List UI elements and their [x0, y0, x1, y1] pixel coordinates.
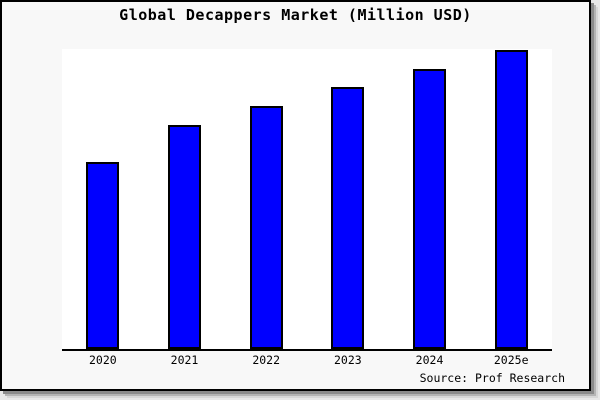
x-tick-label-2024: 2024: [415, 353, 444, 367]
bar-2024: [413, 69, 447, 349]
bar-2021: [168, 125, 201, 349]
x-axis-labels: 2020 2021 2022 2023 2024 2025e: [62, 353, 552, 367]
x-tick-label-2022: 2022: [252, 353, 281, 367]
chart-title: Global Decappers Market (Million USD): [119, 6, 472, 24]
bar-2022: [249, 106, 283, 349]
x-tick-label-2023: 2023: [334, 353, 362, 367]
source-caption: Source: Prof Research: [419, 371, 565, 385]
bar-slot-2024: [389, 49, 471, 349]
x-tick-label-2021: 2021: [170, 353, 199, 367]
x-tick-label-2025e: 2025e: [493, 353, 529, 367]
bar-slot-2025e: [470, 49, 552, 349]
bar-slot-2020: [62, 49, 144, 349]
bar-2020: [86, 162, 120, 349]
bar-slot-2023: [307, 49, 389, 349]
bar-2023: [331, 87, 365, 349]
bar-2025e: [494, 50, 528, 349]
bar-slot-2022: [225, 49, 307, 349]
x-tick-label-2020: 2020: [88, 353, 117, 367]
plot-area: [62, 49, 552, 351]
bar-series: [62, 49, 552, 349]
bar-slot-2021: [144, 49, 226, 349]
